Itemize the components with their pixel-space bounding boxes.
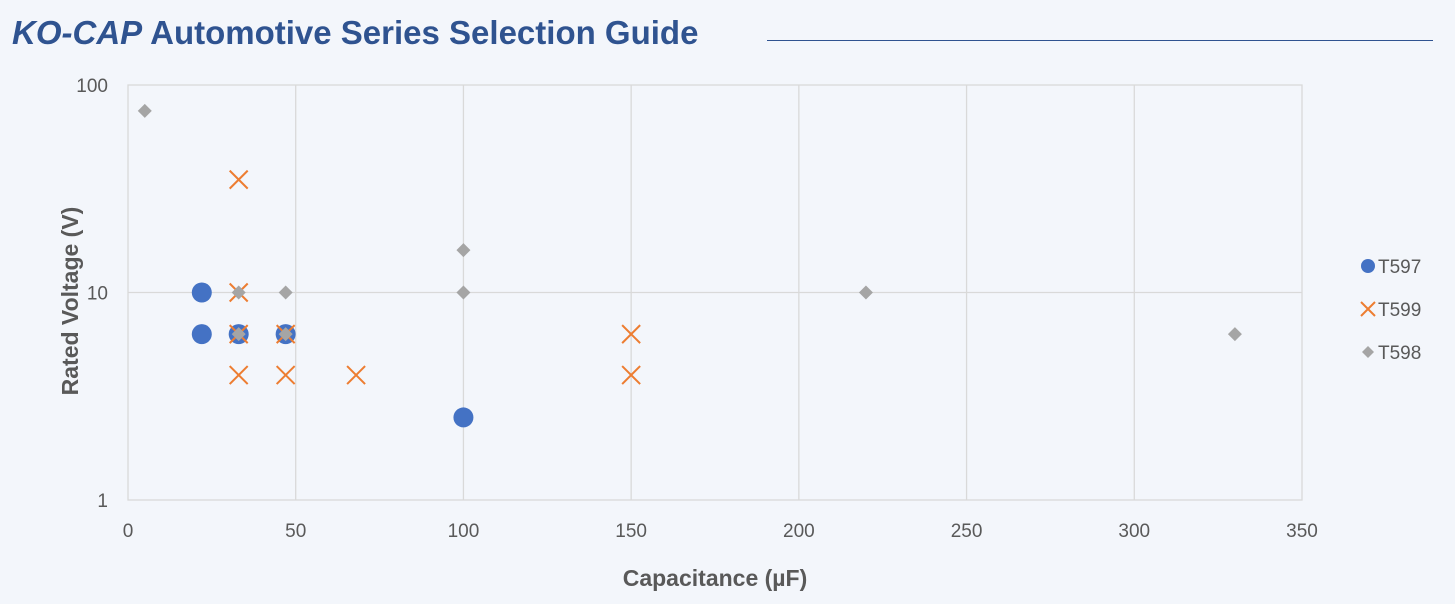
y-tick-label: 10: [87, 284, 108, 305]
y-tick-label: 1: [97, 491, 108, 512]
data-point: [621, 365, 641, 385]
data-point: [456, 285, 471, 300]
x-axis-ticks: 0 50 100 150 200 250 300 350: [123, 521, 1318, 542]
legend-marker: [1360, 301, 1376, 317]
x-tick-label: 250: [951, 521, 983, 542]
y-axis-ticks: 1 10 100: [76, 76, 108, 512]
legend-item: T598: [1362, 343, 1421, 364]
series-T597: [191, 282, 474, 428]
plot-area-border: [127, 84, 1303, 501]
data-point: [275, 365, 296, 385]
x-tick-label: 200: [783, 521, 815, 542]
x-tick-label: 300: [1118, 521, 1150, 542]
legend-label: T597: [1378, 257, 1421, 278]
brand-name: KO-CAP: [12, 14, 143, 51]
x-tick-label: 50: [285, 521, 306, 542]
data-point: [621, 324, 641, 344]
x-tick-label: 0: [123, 521, 134, 542]
data-point: [346, 365, 366, 385]
gridlines: [128, 85, 1302, 500]
x-tick-label: 150: [615, 521, 647, 542]
legend-item: T597: [1361, 257, 1421, 278]
legend-item: T599: [1360, 300, 1421, 321]
x-tick-label: 350: [1286, 521, 1318, 542]
data-point: [137, 103, 152, 118]
data-point: [278, 327, 293, 342]
data-points: [137, 103, 1242, 428]
series-T598: [137, 103, 1242, 342]
y-axis-title: Rated Voltage (V): [57, 207, 83, 396]
data-point: [228, 365, 249, 385]
legend-label: T599: [1378, 300, 1421, 321]
data-point: [228, 169, 249, 190]
data-point: [858, 285, 873, 300]
y-tick-label: 100: [76, 76, 108, 97]
title-divider: [767, 40, 1433, 41]
chart-title: KO-CAP Automotive Series Selection Guide: [12, 14, 698, 52]
data-point: [231, 285, 246, 300]
legend-label: T598: [1378, 343, 1421, 364]
x-axis-title: Capacitance (µF): [623, 565, 808, 591]
x-tick-label: 100: [448, 521, 480, 542]
data-point: [278, 285, 293, 300]
data-point: [456, 243, 471, 258]
data-point: [191, 282, 212, 303]
legend: T597 T599 T598: [1360, 257, 1421, 364]
legend-marker: [1361, 259, 1375, 273]
series-T599: [228, 169, 641, 385]
data-point: [1227, 327, 1242, 342]
title-text: Automotive Series Selection Guide: [150, 14, 699, 51]
data-point: [231, 327, 246, 342]
data-point: [191, 324, 212, 345]
data-point: [453, 407, 474, 428]
legend-marker: [1362, 346, 1374, 358]
